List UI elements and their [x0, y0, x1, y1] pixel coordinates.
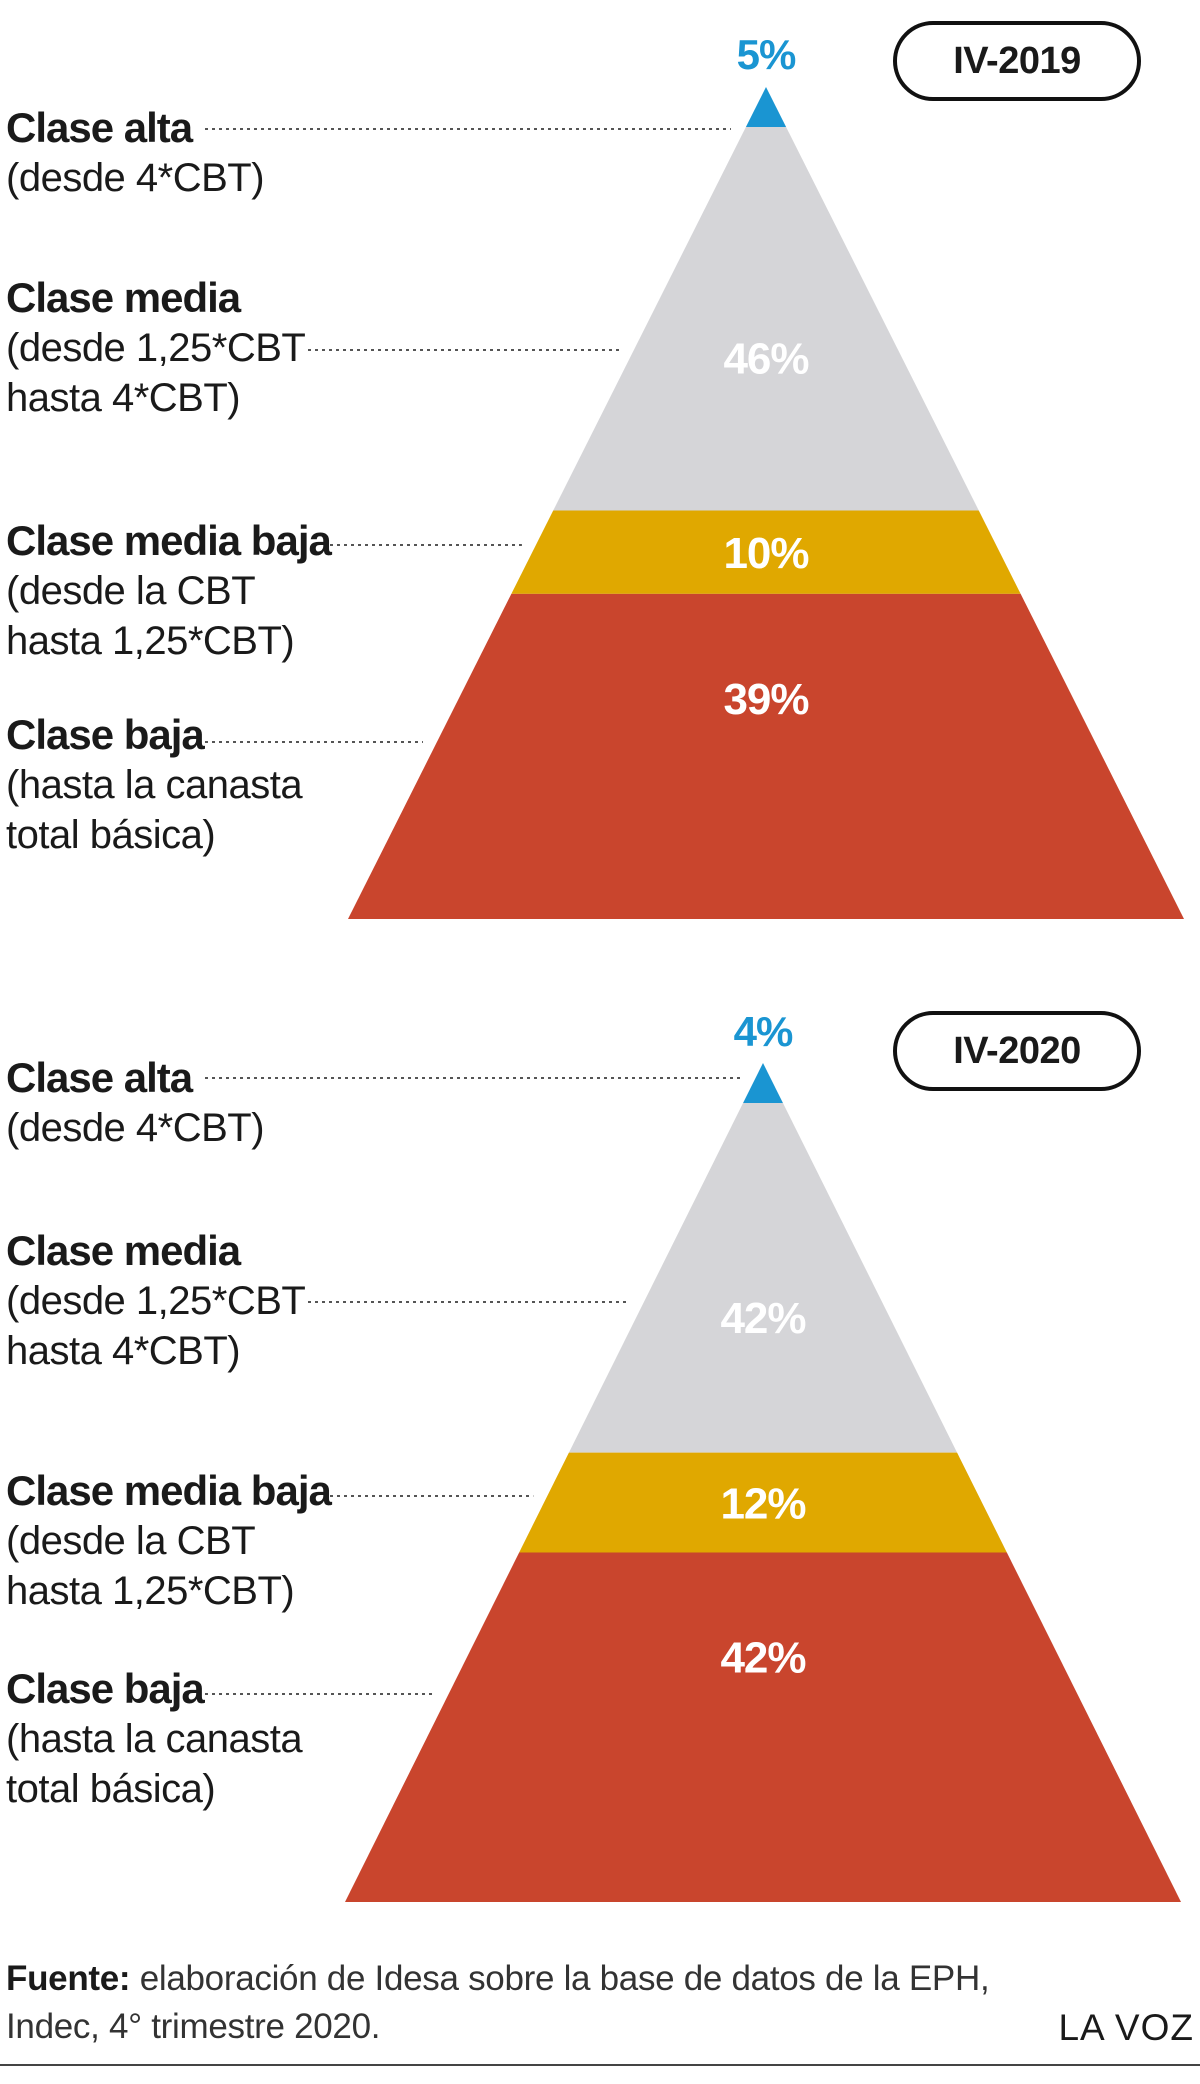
label-clase-alta-2019: Clase alta (desde 4*CBT): [6, 103, 265, 203]
pyramid-chart-2019: 5% 46% 10% 39%: [205, 31, 1184, 919]
value-label-clase-media-baja-2019: 10%: [723, 529, 808, 578]
pyramid-panel-2020: 4% 42% 12% 42% IV-2020 Clase alta (desde 4*…: [6, 1008, 1181, 1902]
period-badge-2019: IV-2019: [893, 21, 1141, 101]
brand-logo-text: LA VOZ: [1058, 2007, 1194, 2048]
category-name: Clase media baja: [6, 517, 332, 564]
label-clase-alta-2020: Clase alta (desde 4*CBT): [6, 1053, 265, 1153]
category-description: (desde la CBT hasta 1,25*CBT): [6, 569, 295, 663]
segment-clase-media-baja-2020: [519, 1452, 1007, 1553]
label-clase-baja-2020: Clase baja (hasta la canasta total básic…: [6, 1664, 303, 1814]
value-label-clase-media-2020: 42%: [720, 1294, 805, 1343]
source-note: Fuente: elaboración de Idesa sobre la ba…: [6, 1955, 1006, 2051]
segment-clase-media-baja-2019: [511, 510, 1021, 594]
category-name: Clase media: [6, 274, 241, 321]
pyramid-panel-2019: 5% 46% 10% 39% IV-2019 Clase alta (desde 4*…: [0, 0, 1200, 930]
period-badge-2020: IV-2020: [893, 1011, 1141, 1091]
segment-clase-alta-2020: [743, 1063, 783, 1103]
source-label: Fuente:: [6, 1959, 131, 1998]
segment-clase-baja-2020: [345, 1552, 1181, 1902]
value-label-clase-alta-2019: 5%: [737, 31, 796, 78]
category-name: Clase alta: [6, 104, 193, 151]
category-description: (hasta la canasta total básica): [6, 763, 303, 857]
category-description: (desde 1,25*CBT hasta 4*CBT): [6, 1279, 306, 1373]
segment-clase-media-2020: [568, 1103, 958, 1453]
category-name: Clase alta: [6, 1054, 193, 1101]
value-label-clase-media-baja-2020: 12%: [720, 1480, 805, 1529]
segment-clase-alta-2019: [745, 87, 787, 127]
value-label-clase-baja-2019: 39%: [723, 675, 808, 724]
category-name: Clase media: [6, 1227, 241, 1274]
pyramid-chart-2020: 4% 42% 12% 42%: [205, 1008, 1181, 1902]
value-label-clase-alta-2020: 4%: [734, 1008, 793, 1055]
category-name: Clase baja: [6, 711, 205, 758]
label-clase-media-2020: Clase media (desde 1,25*CBT hasta 4*CBT): [6, 1226, 306, 1376]
category-name: Clase baja: [6, 1665, 205, 1712]
label-clase-media-2019: Clase media (desde 1,25*CBT hasta 4*CBT): [6, 273, 306, 423]
category-description: (desde 1,25*CBT hasta 4*CBT): [6, 326, 306, 420]
category-name: Clase media baja: [6, 1467, 332, 1514]
category-description: (desde 4*CBT): [6, 1106, 265, 1150]
category-description: (desde 4*CBT): [6, 156, 265, 200]
segment-clase-media-2019: [553, 127, 979, 511]
bottom-divider: [0, 2064, 1200, 2066]
value-label-clase-baja-2020: 42%: [720, 1633, 805, 1682]
label-clase-baja-2019: Clase baja (hasta la canasta total básic…: [6, 710, 303, 860]
label-clase-media-baja-2019: Clase media baja (desde la CBT hasta 1,2…: [6, 516, 332, 666]
category-description: (hasta la canasta total básica): [6, 1717, 303, 1811]
value-label-clase-media-2019: 46%: [723, 335, 808, 384]
label-clase-media-baja-2020: Clase media baja (desde la CBT hasta 1,2…: [6, 1466, 332, 1616]
source-text: elaboración de Idesa sobre la base de da…: [6, 1959, 990, 2046]
segment-clase-baja-2019: [348, 593, 1184, 919]
category-description: (desde la CBT hasta 1,25*CBT): [6, 1519, 295, 1613]
